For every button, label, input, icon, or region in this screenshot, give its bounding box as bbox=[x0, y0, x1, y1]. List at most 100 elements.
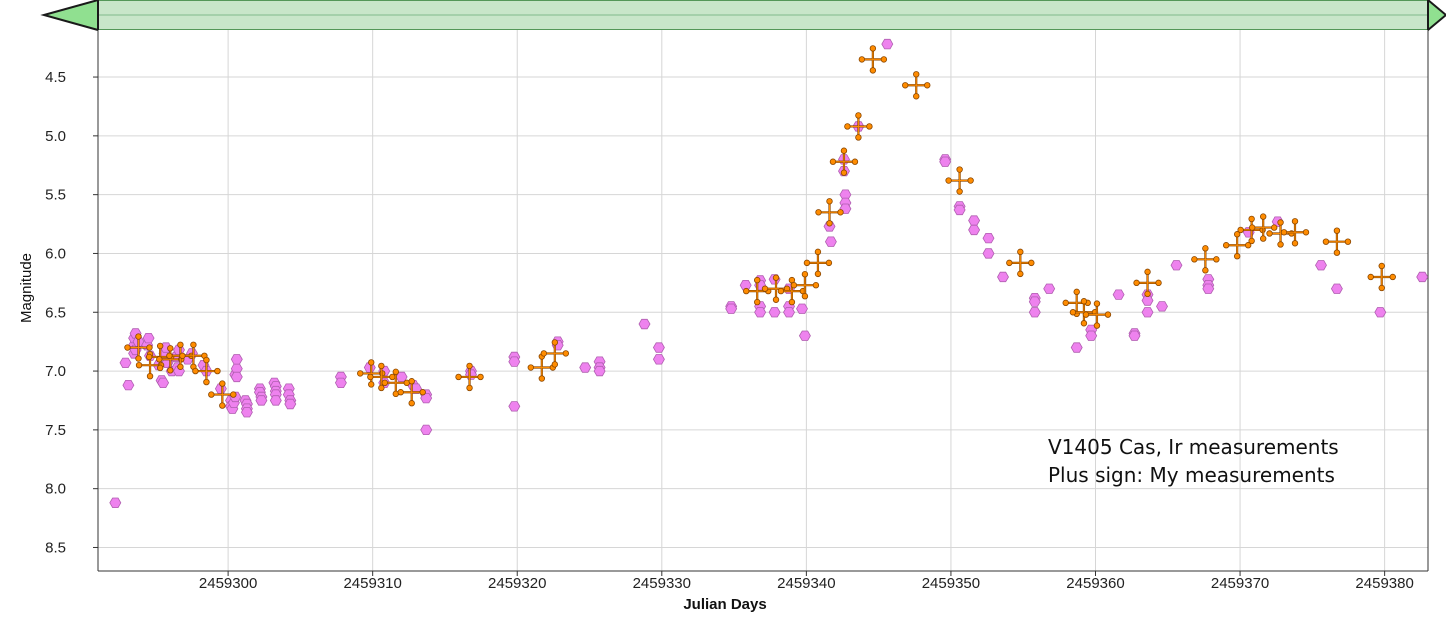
range-slider[interactable] bbox=[40, 0, 1446, 33]
data-point-plus bbox=[357, 359, 386, 388]
data-point-reference bbox=[968, 215, 981, 226]
data-points bbox=[109, 38, 1429, 509]
data-point-reference bbox=[410, 383, 422, 394]
data-point-plus bbox=[858, 45, 888, 74]
data-point-plus bbox=[902, 71, 931, 100]
data-point-reference bbox=[593, 365, 606, 377]
triangle-right-icon[interactable] bbox=[1427, 0, 1446, 33]
data-point-reference bbox=[1141, 307, 1154, 318]
data-point-reference bbox=[420, 424, 433, 436]
data-point-plus bbox=[156, 345, 185, 374]
data-point-reference bbox=[508, 401, 521, 412]
data-point-reference bbox=[122, 379, 135, 391]
data-point-reference bbox=[255, 395, 268, 406]
x-axis-title: Julian Days bbox=[683, 596, 766, 613]
x-tick-label: 2459310 bbox=[343, 575, 401, 592]
data-point-plus bbox=[397, 378, 426, 407]
data-point-reference bbox=[783, 307, 795, 318]
data-point-plus bbox=[1133, 268, 1162, 298]
data-point-reference bbox=[269, 395, 282, 406]
data-point-plus bbox=[179, 341, 208, 370]
data-point-plus bbox=[1266, 219, 1295, 248]
data-point-plus bbox=[455, 362, 484, 392]
y-tick-label: 8.0 bbox=[45, 481, 66, 498]
data-point-reference bbox=[334, 377, 347, 389]
x-tick-label: 2459320 bbox=[488, 575, 546, 592]
data-point-plus bbox=[829, 147, 859, 176]
data-point-reference bbox=[652, 342, 665, 353]
data-point-plus bbox=[124, 333, 153, 362]
data-point-reference bbox=[1315, 260, 1327, 271]
data-point-reference bbox=[997, 271, 1009, 283]
data-point-reference bbox=[508, 356, 521, 367]
data-point-reference bbox=[1170, 260, 1183, 271]
data-point-plus bbox=[844, 112, 873, 141]
data-point-plus bbox=[815, 198, 844, 227]
data-point-reference bbox=[142, 332, 155, 344]
data-point-plus bbox=[743, 276, 772, 306]
data-point-plus bbox=[790, 271, 820, 300]
data-point-plus bbox=[945, 166, 974, 195]
data-point-reference bbox=[1416, 271, 1429, 283]
data-point-plus bbox=[761, 274, 791, 303]
data-point-reference bbox=[953, 204, 966, 216]
y-tick-labels: 4.5 5.0 5.5 6.0 6.5 7.0 7.5 8.0 8.5 bbox=[45, 69, 98, 556]
data-point-reference bbox=[1043, 283, 1056, 294]
data-point-reference bbox=[1028, 307, 1041, 318]
data-point-reference bbox=[230, 371, 243, 383]
data-point-reference bbox=[109, 497, 122, 509]
data-point-plus bbox=[803, 248, 833, 278]
x-tick-label: 2459330 bbox=[633, 575, 691, 592]
data-point-reference bbox=[420, 392, 433, 404]
data-point-reference bbox=[230, 354, 243, 365]
data-point-reference bbox=[1028, 296, 1041, 307]
data-point-reference bbox=[638, 318, 651, 330]
data-point-reference bbox=[881, 38, 894, 50]
data-point-plus bbox=[1322, 227, 1352, 256]
data-point-plus bbox=[208, 380, 237, 409]
grid-lines bbox=[98, 30, 1428, 571]
y-tick-label: 6.5 bbox=[45, 304, 66, 321]
data-point-plus bbox=[192, 356, 221, 386]
data-point-plus bbox=[540, 339, 570, 368]
annotation-line-1: V1405 Cas, Ir measurements bbox=[1048, 435, 1339, 459]
y-tick-label: 5.0 bbox=[45, 128, 66, 145]
data-point-reference bbox=[1070, 342, 1083, 353]
data-point-reference bbox=[1141, 295, 1154, 306]
x-tick-labels: 2459300 2459310 2459320 2459330 2459340 24593… bbox=[199, 571, 1414, 592]
y-tick-label: 5.5 bbox=[45, 187, 66, 204]
data-point-reference bbox=[579, 362, 592, 373]
data-point-reference bbox=[119, 357, 132, 369]
data-point-reference bbox=[652, 354, 665, 365]
data-point-plus bbox=[381, 368, 411, 398]
data-point-plus bbox=[1248, 213, 1278, 242]
x-tick-label: 2459300 bbox=[199, 575, 257, 592]
y-tick-label: 6.0 bbox=[45, 245, 66, 262]
data-point-plus bbox=[1367, 262, 1396, 292]
y-tick-label: 8.5 bbox=[45, 539, 66, 556]
x-tick-label: 2459350 bbox=[922, 575, 980, 592]
data-point-reference bbox=[982, 248, 995, 259]
data-point-reference bbox=[968, 224, 981, 236]
data-point-reference bbox=[1128, 330, 1141, 341]
y-tick-label: 7.0 bbox=[45, 363, 66, 380]
data-point-reference bbox=[754, 307, 767, 318]
triangle-left-icon[interactable] bbox=[40, 0, 99, 32]
y-tick-label: 4.5 bbox=[45, 69, 66, 86]
data-point-reference bbox=[798, 330, 811, 341]
x-tick-label: 2459360 bbox=[1066, 575, 1124, 592]
plot-area bbox=[98, 30, 1428, 571]
data-point-reference bbox=[1085, 330, 1098, 341]
data-point-plus bbox=[1280, 218, 1310, 247]
x-tick-label: 2459340 bbox=[777, 575, 835, 592]
data-point-plus bbox=[1006, 248, 1035, 278]
x-tick-label: 2459370 bbox=[1211, 575, 1269, 592]
data-point-reference bbox=[284, 398, 297, 410]
data-point-plus bbox=[1191, 245, 1220, 274]
data-point-plus bbox=[777, 276, 807, 306]
data-point-reference bbox=[939, 156, 952, 167]
data-point-reference bbox=[1330, 283, 1343, 294]
data-point-plus bbox=[1082, 300, 1112, 329]
data-point-reference bbox=[1374, 307, 1387, 318]
